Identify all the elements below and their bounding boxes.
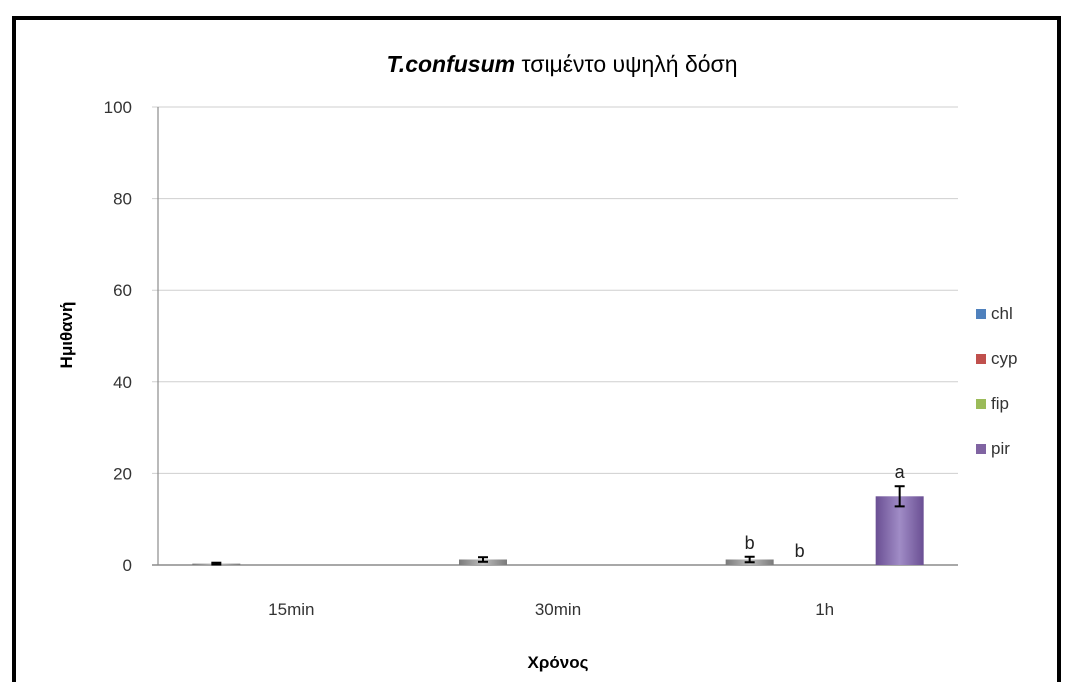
legend-label-chl: chl bbox=[991, 304, 1013, 323]
legend-swatch-cyp bbox=[976, 354, 986, 364]
legend-label-pir: pir bbox=[991, 439, 1010, 458]
legend-label-fip: fip bbox=[991, 394, 1009, 413]
y-tick-label: 100 bbox=[104, 98, 132, 117]
x-tick-label: 1h bbox=[815, 600, 834, 619]
y-tick-label: 60 bbox=[113, 281, 132, 300]
chart-title: T.confusum τσιμέντο υψηλή δόση bbox=[386, 51, 737, 77]
x-tick-labels: 15min 30min 1h bbox=[268, 600, 834, 619]
data-label: b bbox=[745, 533, 755, 553]
x-tick-label: 15min bbox=[268, 600, 314, 619]
chart-title-italic: T.confusum bbox=[386, 51, 515, 77]
chart-title-rest: τσιμέντο υψηλή δόση bbox=[515, 51, 737, 77]
legend-swatch-pir bbox=[976, 444, 986, 454]
bars: b b a bbox=[192, 462, 923, 565]
data-label: b bbox=[795, 541, 805, 561]
data-label: a bbox=[895, 462, 906, 482]
gridlines bbox=[152, 107, 958, 565]
legend-swatch-chl bbox=[976, 309, 986, 319]
y-tick-label: 0 bbox=[123, 556, 132, 575]
y-axis-label: Ημιθανή bbox=[57, 302, 76, 369]
legend-swatch-fip bbox=[976, 399, 986, 409]
y-tick-label: 80 bbox=[113, 190, 132, 209]
y-tick-label: 40 bbox=[113, 373, 132, 392]
x-tick-label: 30min bbox=[535, 600, 581, 619]
y-tick-labels: 0 20 40 60 80 100 bbox=[104, 98, 132, 575]
legend: chl cyp fip pir bbox=[976, 304, 1017, 458]
legend-label-cyp: cyp bbox=[991, 349, 1017, 368]
x-axis-label: Χρόνος bbox=[528, 653, 589, 672]
y-tick-label: 20 bbox=[113, 464, 132, 483]
